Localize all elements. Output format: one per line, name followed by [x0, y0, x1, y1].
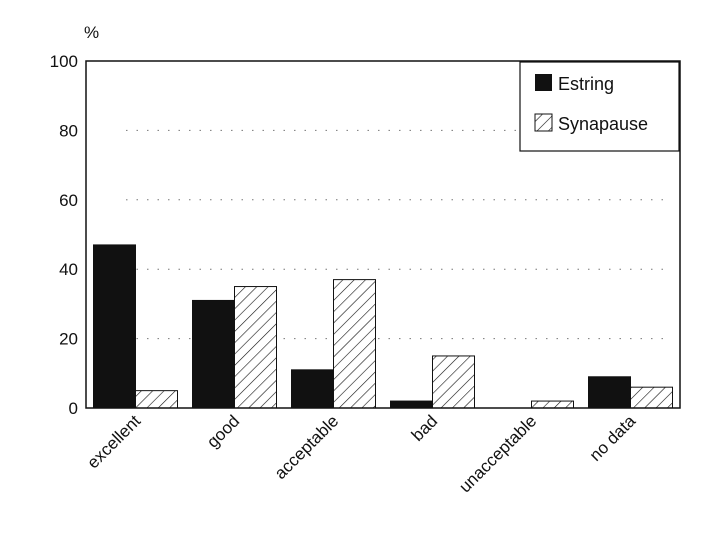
y-axis: 0 20 40 60 80 100 [50, 52, 78, 418]
bars [93, 244, 673, 409]
y-tick-label: 20 [59, 330, 78, 349]
y-tick-label: 100 [50, 52, 78, 71]
x-tick-label: bad [408, 411, 441, 444]
y-axis-unit-label: % [84, 23, 99, 42]
y-tick-label: 60 [59, 191, 78, 210]
y-tick-label: 40 [59, 260, 78, 279]
legend-label-estring: Estring [558, 74, 614, 94]
plot-frame [85, 60, 681, 409]
bar-estring-acceptable [291, 369, 334, 409]
x-tick-label: no data [586, 411, 640, 465]
x-axis: excellent good acceptable bad unacceptable no… [83, 411, 639, 496]
y-tick-label: 80 [59, 121, 78, 140]
x-tick-label: acceptable [271, 411, 343, 483]
bar-synapause-acceptable [333, 279, 376, 409]
y-tick-label: 0 [69, 399, 78, 418]
legend: Estring Synapause [519, 61, 680, 152]
bar-estring-bad [390, 400, 433, 409]
legend-swatch-synapause [534, 113, 553, 132]
legend-swatch-estring [535, 74, 552, 91]
x-tick-label: excellent [83, 411, 144, 472]
bar-synapause-no-data [630, 386, 673, 409]
x-tick-label: good [203, 411, 243, 451]
bar-synapause-excellent [135, 390, 178, 409]
legend-label-synapause: Synapause [558, 114, 648, 134]
bar-synapause-bad [432, 355, 475, 409]
bar-estring-no-data [588, 376, 631, 409]
bar-synapause-unacceptable [531, 400, 574, 409]
x-tick-label: unacceptable [455, 411, 540, 496]
bar-estring-good [192, 299, 235, 409]
bar-estring-excellent [93, 244, 136, 409]
bar-synapause-good [234, 286, 277, 409]
